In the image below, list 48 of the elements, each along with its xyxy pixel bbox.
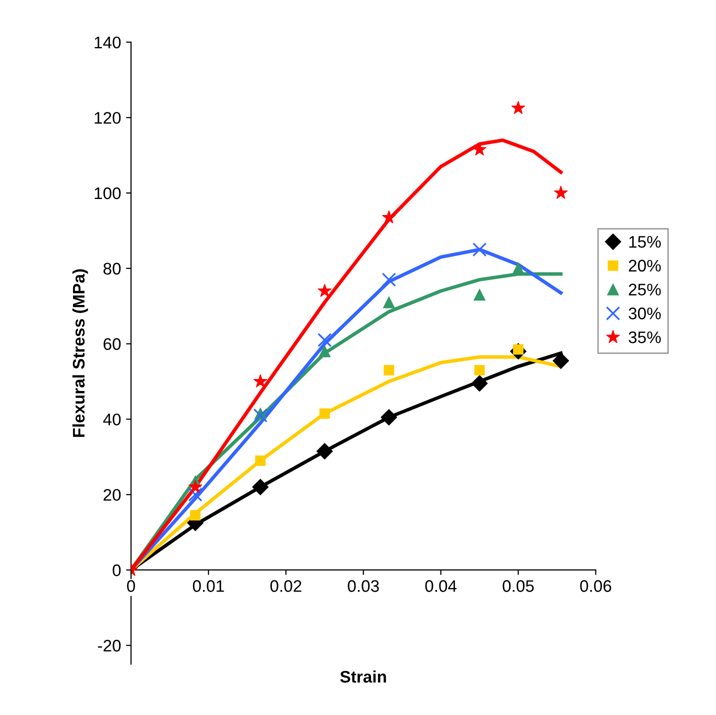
- point: [318, 332, 332, 348]
- y-tick-label: 60: [104, 338, 121, 350]
- y-tick-label: -20: [98, 640, 121, 652]
- point: [471, 375, 488, 392]
- y-tick-label: 100: [94, 187, 121, 200]
- y-tick-label: 140: [94, 36, 121, 48]
- x-tick-label: 0.02: [270, 580, 302, 592]
- legend-label: 25%: [628, 284, 661, 296]
- point: [319, 408, 330, 419]
- point: [188, 480, 202, 494]
- y-tick-label: 80: [103, 262, 121, 275]
- x-tick-label: 0: [127, 580, 136, 592]
- y-tick-label: 0: [112, 564, 121, 576]
- x-tick-label: 0.04: [425, 580, 457, 592]
- point: [188, 488, 202, 502]
- legend-label: 35%: [628, 331, 661, 344]
- x-tick-label: 0.01: [192, 580, 224, 592]
- y-tick-label: 120: [94, 112, 121, 124]
- point: [383, 296, 395, 308]
- point: [253, 374, 268, 388]
- legend-label: 20%: [628, 260, 661, 272]
- point: [253, 408, 268, 422]
- point: [190, 510, 201, 521]
- x-tick-label: 0.05: [502, 580, 534, 592]
- point: [512, 262, 524, 274]
- point: [474, 288, 486, 301]
- point: [511, 100, 526, 114]
- point: [382, 272, 396, 287]
- point: [318, 345, 331, 358]
- x-tick-label: 0.03: [348, 580, 379, 592]
- point: [380, 409, 398, 426]
- x-tick-label: 0.06: [580, 580, 612, 592]
- legend-label: 30%: [628, 308, 661, 320]
- point: [552, 352, 570, 369]
- y-axis-title: Flexural Stress (MPa): [72, 269, 88, 437]
- point: [554, 186, 568, 199]
- point: [472, 242, 487, 257]
- point: [316, 443, 333, 460]
- y-tick-label: 40: [103, 414, 121, 426]
- y-tick-label: 20: [104, 488, 121, 501]
- point: [384, 364, 394, 376]
- x-axis-title: Strain: [340, 670, 386, 683]
- point: [255, 455, 266, 466]
- legend-label: 15%: [629, 236, 661, 248]
- point: [318, 284, 332, 297]
- point: [382, 210, 396, 224]
- point: [252, 478, 269, 496]
- point: [474, 364, 485, 376]
